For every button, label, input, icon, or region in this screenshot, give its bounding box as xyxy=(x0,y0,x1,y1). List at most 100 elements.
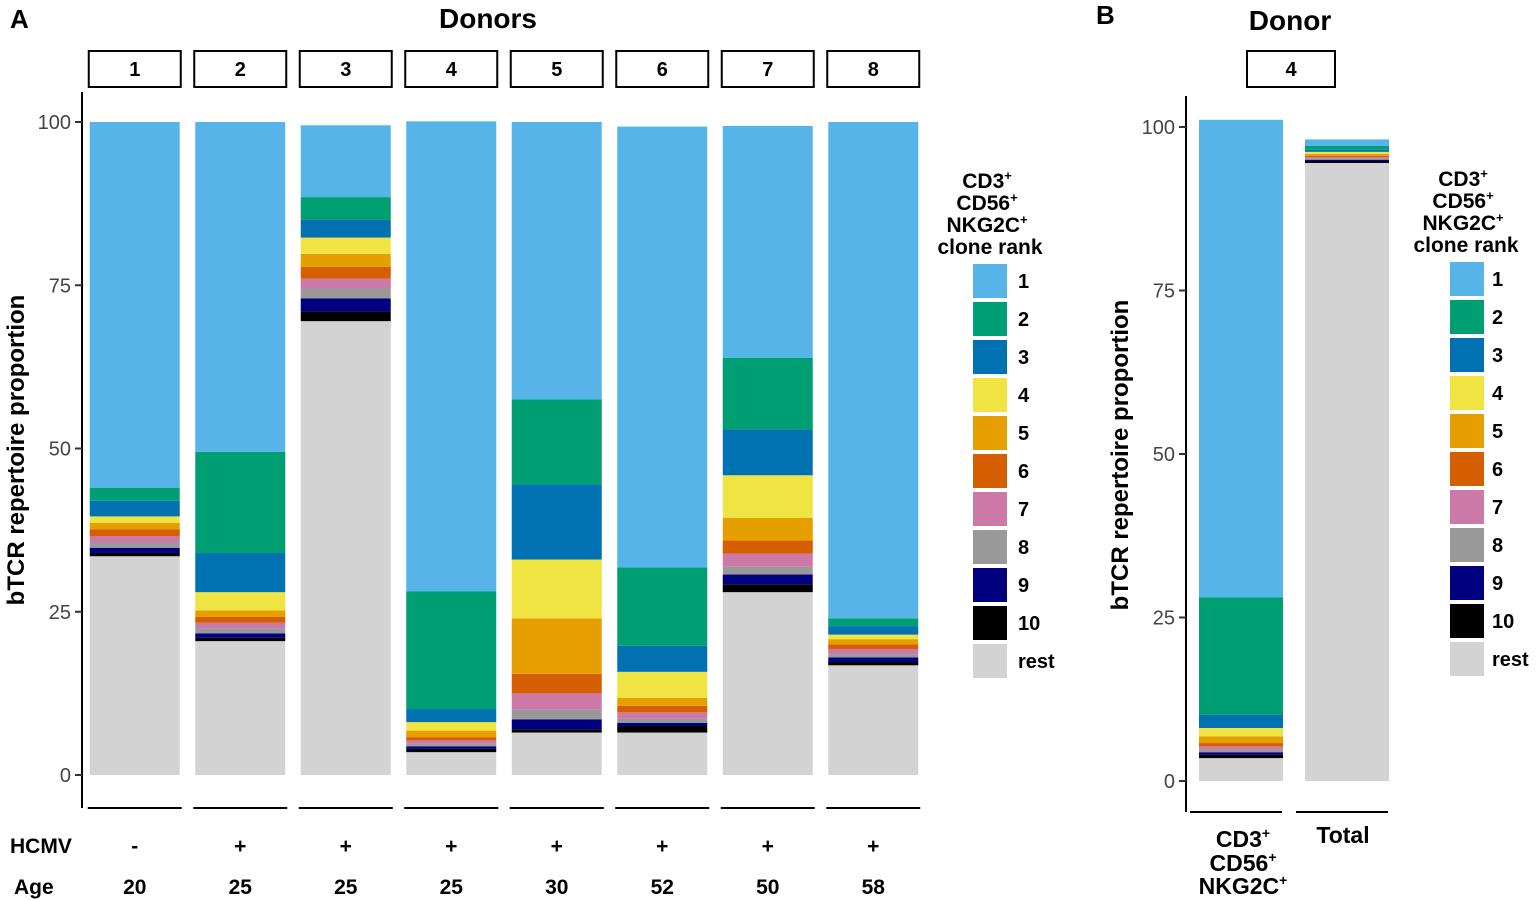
legend-swatch-10 xyxy=(973,606,1007,640)
legend-swatch-5 xyxy=(1450,414,1484,448)
legend-a-title-cd56: CD56 xyxy=(956,192,1010,215)
legend-swatch-4 xyxy=(1450,376,1484,410)
bar-donor-7-seg-3 xyxy=(722,429,813,476)
legend-swatch-4 xyxy=(973,378,1007,412)
panel-b-xlabel-nkg2c: NKG2C+ xyxy=(1199,872,1288,899)
legend-swatch-3 xyxy=(1450,338,1484,372)
legend-label-7: 7 xyxy=(1492,497,1503,519)
donor-strip-label: 6 xyxy=(657,59,668,81)
bar-donor-1-seg-2 xyxy=(89,487,180,501)
panel-b-strip-box xyxy=(1246,50,1336,88)
bar-panel-b-nk-seg-7 xyxy=(1199,746,1283,750)
legend-b-title-nkg2c-sup: + xyxy=(1496,210,1504,225)
bar-donor-4-seg-10 xyxy=(406,748,497,753)
bar-panel-b-total-seg-7 xyxy=(1305,157,1389,159)
donor-strip-box xyxy=(87,50,182,88)
bar-donor-4-seg-1 xyxy=(406,121,497,592)
panel-b-xlabel-cd56-base: CD56 xyxy=(1210,850,1269,876)
bar-donor-5-seg-4 xyxy=(511,559,602,619)
panel-b-letter: B xyxy=(1096,0,1115,30)
bar-donor-2-seg-6 xyxy=(195,616,286,623)
bar-donor-5-seg-9 xyxy=(511,719,602,730)
legend-a-title-cd3: CD3 xyxy=(962,170,1004,193)
bar-donor-1-seg-9 xyxy=(89,547,180,553)
legend-b-title-cd56-sup: + xyxy=(1486,188,1494,203)
panel-b-strip: 4 xyxy=(1246,50,1336,88)
legend-label-1: 1 xyxy=(1018,271,1029,293)
hcmv-value: + xyxy=(445,835,457,858)
panel-b-strip-label: 4 xyxy=(1285,59,1297,81)
legend-label-3: 3 xyxy=(1492,345,1503,367)
bar-donor-6-seg-8 xyxy=(617,718,708,723)
bar-donor-2-seg-8 xyxy=(195,628,286,634)
legend-label-9: 9 xyxy=(1492,573,1503,595)
bar-donor-7 xyxy=(722,125,813,775)
legend-swatch-1 xyxy=(973,264,1007,298)
legend-label-7: 7 xyxy=(1018,499,1029,521)
legend-label-8: 8 xyxy=(1492,535,1503,557)
bar-donor-1-seg-rest xyxy=(89,556,180,775)
bar-donor-6-seg-2 xyxy=(617,567,708,646)
bar-donor-6-seg-3 xyxy=(617,645,708,672)
bar-donor-4-seg-8 xyxy=(406,743,497,747)
legend-swatch-8 xyxy=(973,530,1007,564)
bar-donor-3-seg-1 xyxy=(300,125,391,198)
bar-donor-3-seg-2 xyxy=(300,197,391,220)
donor-strip-box xyxy=(404,50,499,88)
legend-label-5: 5 xyxy=(1492,421,1503,443)
legend-swatch-6 xyxy=(973,454,1007,488)
legend-b-title-nkg2c: NKG2C xyxy=(1423,212,1497,235)
legend-swatch-9 xyxy=(973,568,1007,602)
legend-swatch-1 xyxy=(1450,262,1484,296)
age-value: 50 xyxy=(756,876,779,899)
bar-donor-7-seg-6 xyxy=(722,540,813,554)
y-tick-label: 25 xyxy=(49,602,71,624)
bar-panel-b-nk-seg-1 xyxy=(1199,119,1283,598)
bar-donor-7-seg-2 xyxy=(722,357,813,430)
panel-b-xlabel-cd3-base: CD3 xyxy=(1216,826,1262,852)
bar-donor-3-seg-4 xyxy=(300,237,391,254)
legend-a-items: 1 2 3 4 5 6 7 8 9 10 rest xyxy=(973,264,1055,678)
legend-a-title-cd3-sup: + xyxy=(1004,168,1012,183)
legend-b-title-cd56: CD56 xyxy=(1432,190,1486,213)
legend-label-4: 4 xyxy=(1018,385,1030,407)
bar-donor-3 xyxy=(300,125,391,775)
bar-donor-3-seg-6 xyxy=(300,266,391,279)
bar-donor-2-seg-3 xyxy=(195,552,286,593)
bar-donor-7-seg-5 xyxy=(722,517,813,541)
bar-donor-8-seg-4 xyxy=(828,634,919,640)
legend-swatch-3 xyxy=(973,340,1007,374)
bar-donor-8-seg-1 xyxy=(828,122,919,619)
bar-donor-1-seg-1 xyxy=(89,122,180,488)
legend-a-title: CD3+ CD56+ NKG2C+ clone rank xyxy=(937,162,1042,259)
hcmv-value: + xyxy=(551,835,563,858)
bar-donor-4 xyxy=(406,121,497,775)
panel-a-letter: A xyxy=(10,4,29,34)
age-value: 20 xyxy=(123,876,146,899)
age-row-label: Age xyxy=(14,876,54,899)
legend-a-title-rank: clone rank xyxy=(937,236,1042,259)
bar-panel-b-nk-seg-rest xyxy=(1199,758,1283,781)
legend-b-title-cd3-sup: + xyxy=(1480,166,1488,181)
bar-donor-5-seg-8 xyxy=(511,709,602,720)
bar-donor-8-seg-2 xyxy=(828,618,919,627)
age-value: 30 xyxy=(545,876,568,899)
bar-donor-2-seg-4 xyxy=(195,592,286,611)
legend-label-4: 4 xyxy=(1492,383,1504,405)
panel-b-bars xyxy=(1199,119,1389,782)
bar-donor-2-seg-10 xyxy=(195,637,286,642)
hcmv-value: + xyxy=(656,835,668,858)
bar-donor-8-seg-10 xyxy=(828,662,919,666)
legend-label-8: 8 xyxy=(1018,537,1029,559)
bar-panel-b-nk-seg-4 xyxy=(1199,728,1283,737)
bar-donor-6-seg-7 xyxy=(617,712,708,719)
legend-swatch-rest xyxy=(1450,642,1484,676)
legend-swatch-5 xyxy=(973,416,1007,450)
legend-label-1: 1 xyxy=(1492,269,1503,291)
legend-label-rest: rest xyxy=(1492,649,1529,671)
donor-strip-label: 5 xyxy=(551,59,562,81)
hcmv-value: - xyxy=(131,835,138,858)
legend-a: CD3+ CD56+ NKG2C+ clone rank 12345678910… xyxy=(937,162,1055,678)
donor-strip-label: 3 xyxy=(340,59,351,81)
panel-b-xlabel-cd56: CD56+ xyxy=(1210,849,1277,876)
